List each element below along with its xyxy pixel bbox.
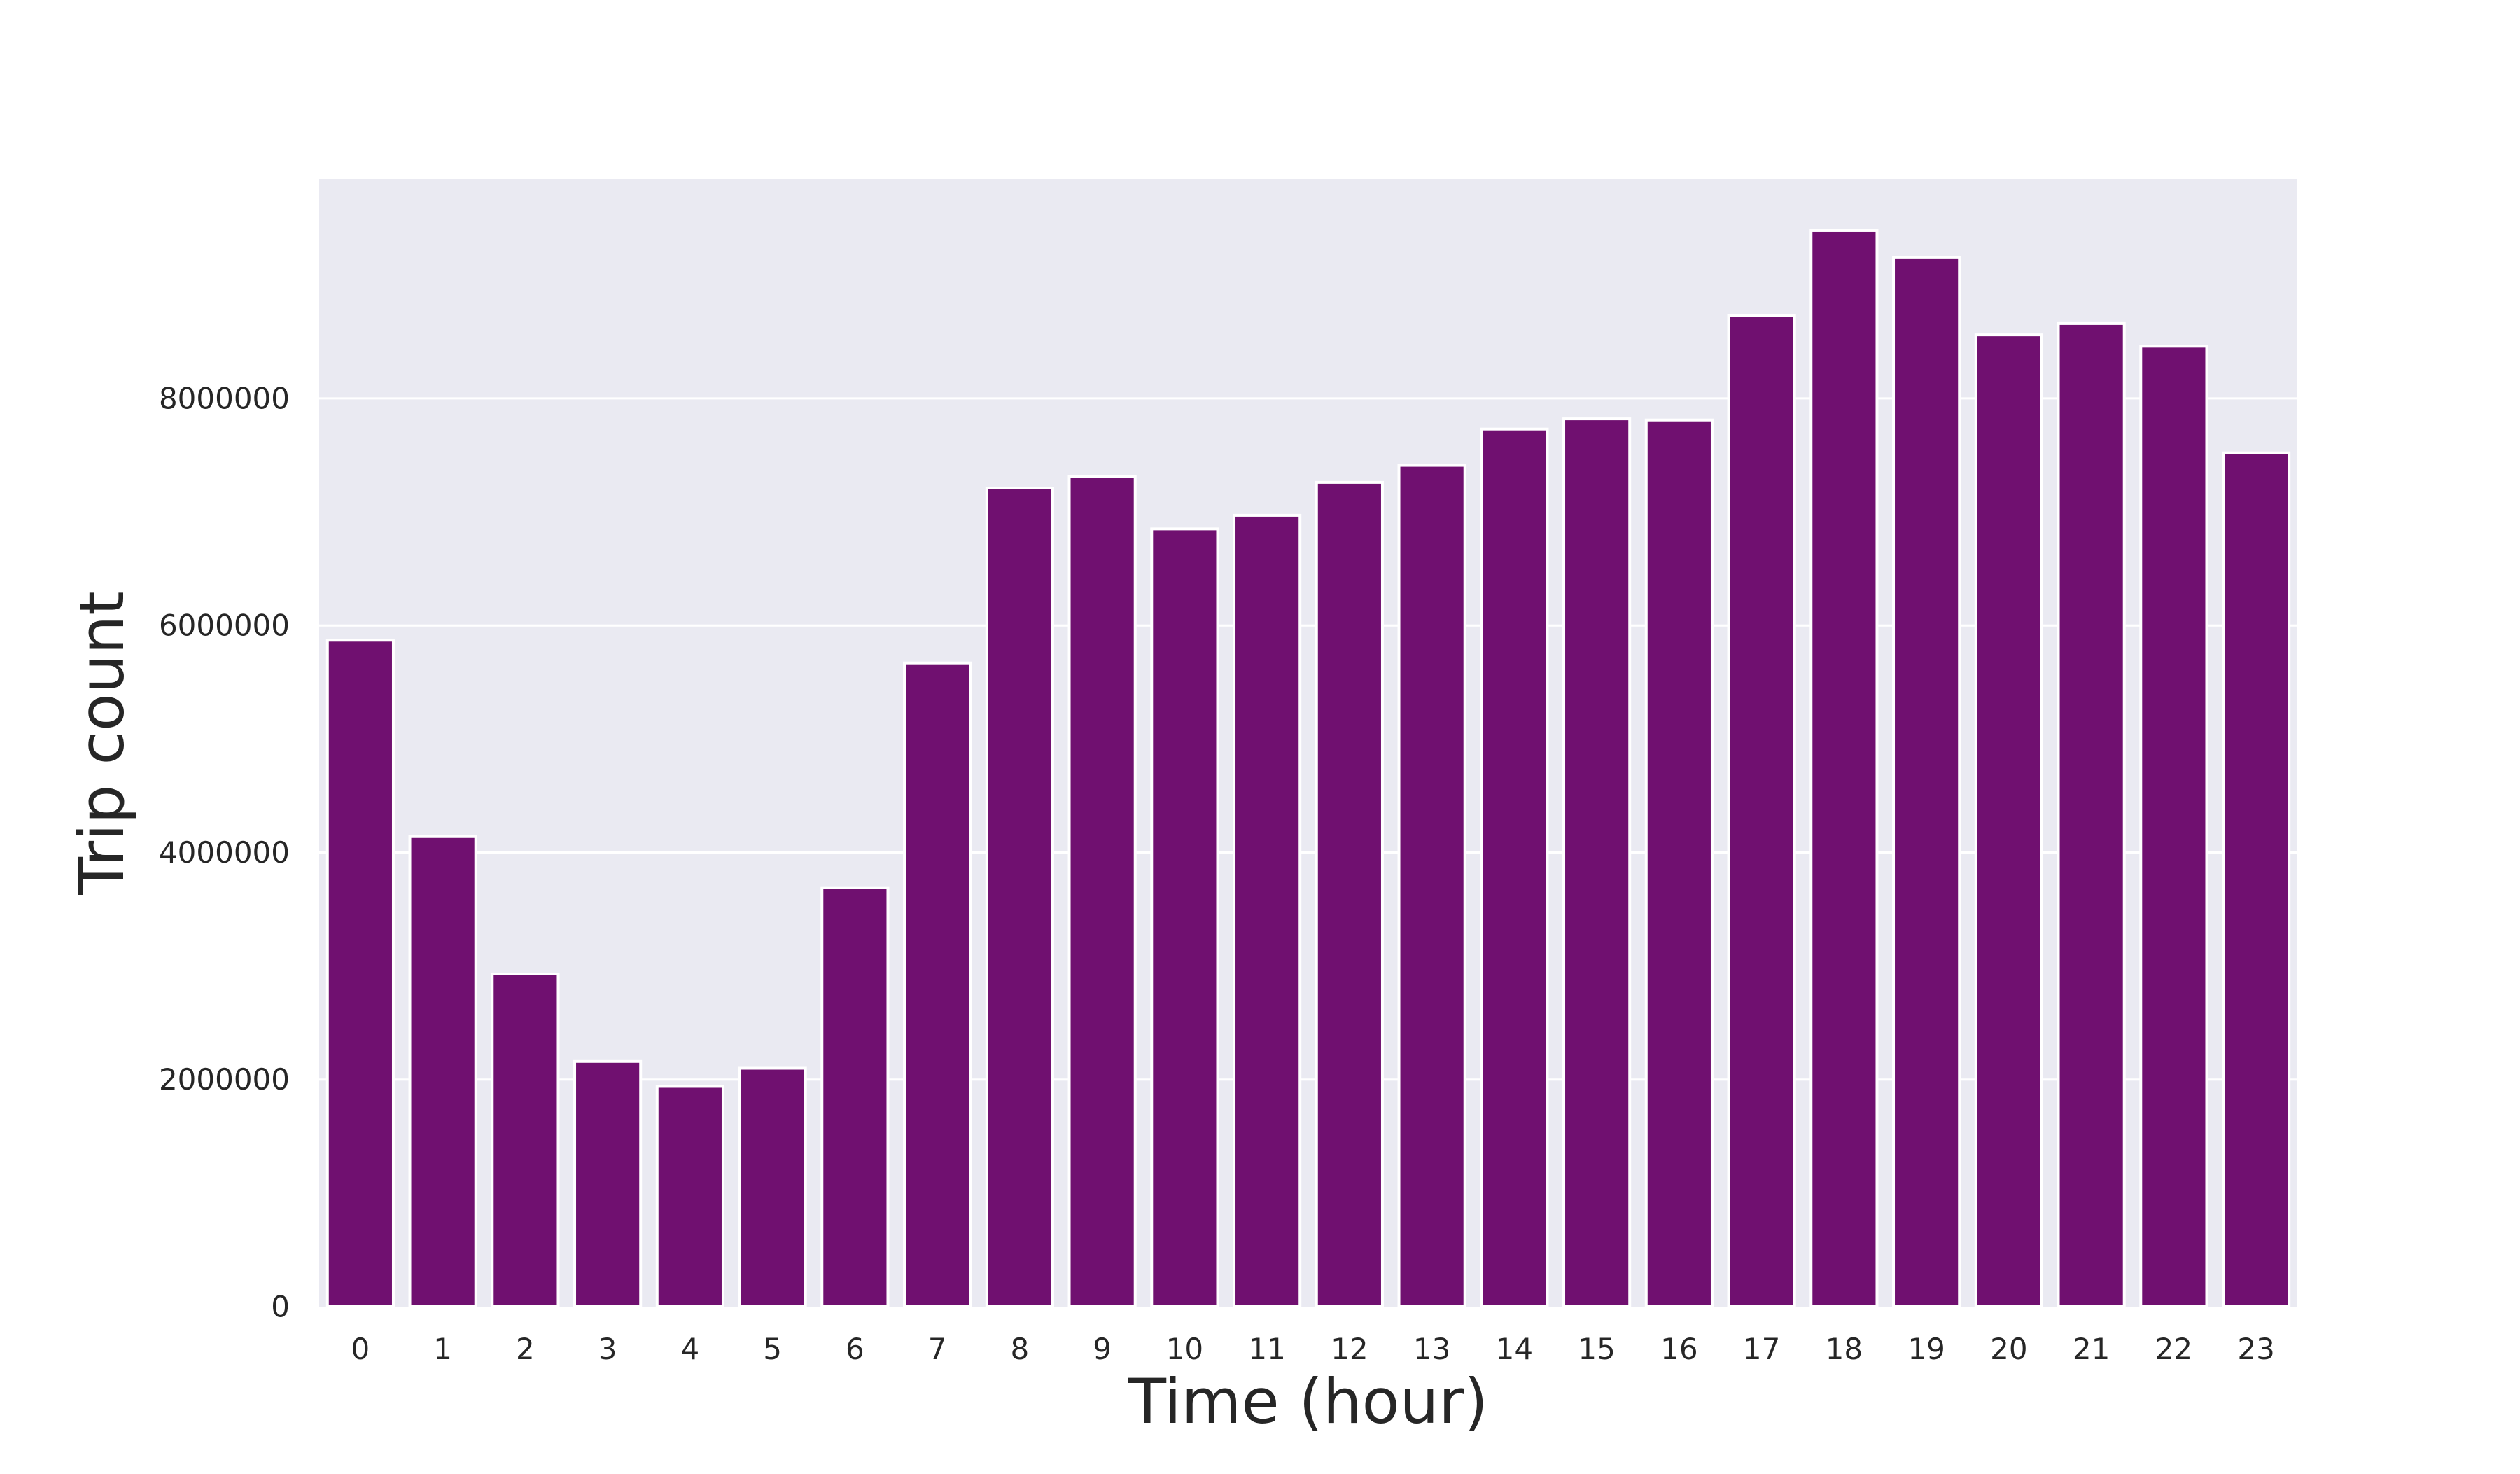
x-tick-label: 13	[1413, 1332, 1450, 1366]
grid-lines	[319, 397, 2297, 1081]
bar-hour-21	[2057, 321, 2126, 1308]
y-tick-label: 6000000	[159, 609, 290, 643]
x-tick-label: 21	[2073, 1332, 2110, 1366]
x-tick-label: 19	[1907, 1332, 1945, 1366]
x-tick-label: 3	[598, 1332, 617, 1366]
bar-hour-19	[1892, 256, 1961, 1308]
x-tick-label: 1	[433, 1332, 452, 1366]
bar-hour-15	[1562, 417, 1632, 1308]
bar-hour-23	[2222, 451, 2291, 1308]
bar-hour-11	[1233, 513, 1302, 1308]
bar-hour-6	[820, 886, 890, 1308]
x-tick-label: 12	[1331, 1332, 1368, 1366]
bar-hour-16	[1644, 418, 1714, 1308]
y-tick-labels: 0 2000000 4000000 6000000 8000000	[159, 381, 290, 1323]
x-tick-label: 15	[1578, 1332, 1615, 1366]
x-tick-labels: 0 1 2 3 4 5 6 7 8 9 10 11 12 13 14 15 16 17 18 19 20 21 22 23	[351, 1332, 2275, 1366]
x-tick-label: 0	[351, 1332, 370, 1366]
y-tick-label: 4000000	[159, 835, 290, 870]
bar-hour-0	[326, 639, 395, 1308]
bar-hour-2	[491, 972, 560, 1308]
bar-hour-22	[2139, 345, 2208, 1308]
x-tick-label: 14	[1496, 1332, 1533, 1366]
x-axis-title: Time (hour)	[1128, 1365, 1488, 1438]
y-tick-label: 0	[271, 1290, 290, 1324]
plot-area	[319, 179, 2297, 1307]
bar-hour-10	[1150, 527, 1219, 1308]
y-axis-title: Trip count	[66, 591, 138, 896]
x-tick-label: 8	[1011, 1332, 1030, 1366]
x-tick-label: 6	[846, 1332, 864, 1366]
x-tick-label: 4	[681, 1332, 700, 1366]
bar-hour-4	[655, 1085, 724, 1309]
x-tick-label: 9	[1093, 1332, 1112, 1366]
x-tick-label: 16	[1660, 1332, 1698, 1366]
bar-hour-18	[1809, 228, 1879, 1309]
x-tick-label: 23	[2237, 1332, 2274, 1366]
bar-hour-8	[985, 487, 1054, 1308]
x-tick-label: 17	[1743, 1332, 1780, 1366]
x-tick-label: 5	[763, 1332, 782, 1366]
bar-hour-17	[1727, 314, 1796, 1309]
x-tick-label: 20	[1990, 1332, 2027, 1366]
x-tick-label: 11	[1248, 1332, 1285, 1366]
bar-hour-1	[408, 835, 477, 1308]
bar-hour-5	[738, 1066, 807, 1308]
x-tick-label: 10	[1166, 1332, 1203, 1366]
bar-hour-13	[1397, 464, 1466, 1308]
y-tick-label: 8000000	[159, 381, 290, 415]
bar-hour-7	[903, 661, 972, 1308]
bar-hour-12	[1315, 480, 1384, 1309]
x-tick-label: 18	[1826, 1332, 1863, 1366]
x-tick-label: 2	[516, 1332, 535, 1366]
bar-hour-14	[1480, 427, 1549, 1308]
bar-hour-20	[1974, 333, 2043, 1308]
x-tick-label: 7	[928, 1332, 947, 1366]
bar-series	[326, 228, 2291, 1309]
bar-hour-9	[1068, 475, 1137, 1308]
bar-hour-3	[573, 1059, 643, 1309]
y-tick-label: 2000000	[159, 1062, 290, 1097]
x-tick-label: 22	[2155, 1332, 2192, 1366]
